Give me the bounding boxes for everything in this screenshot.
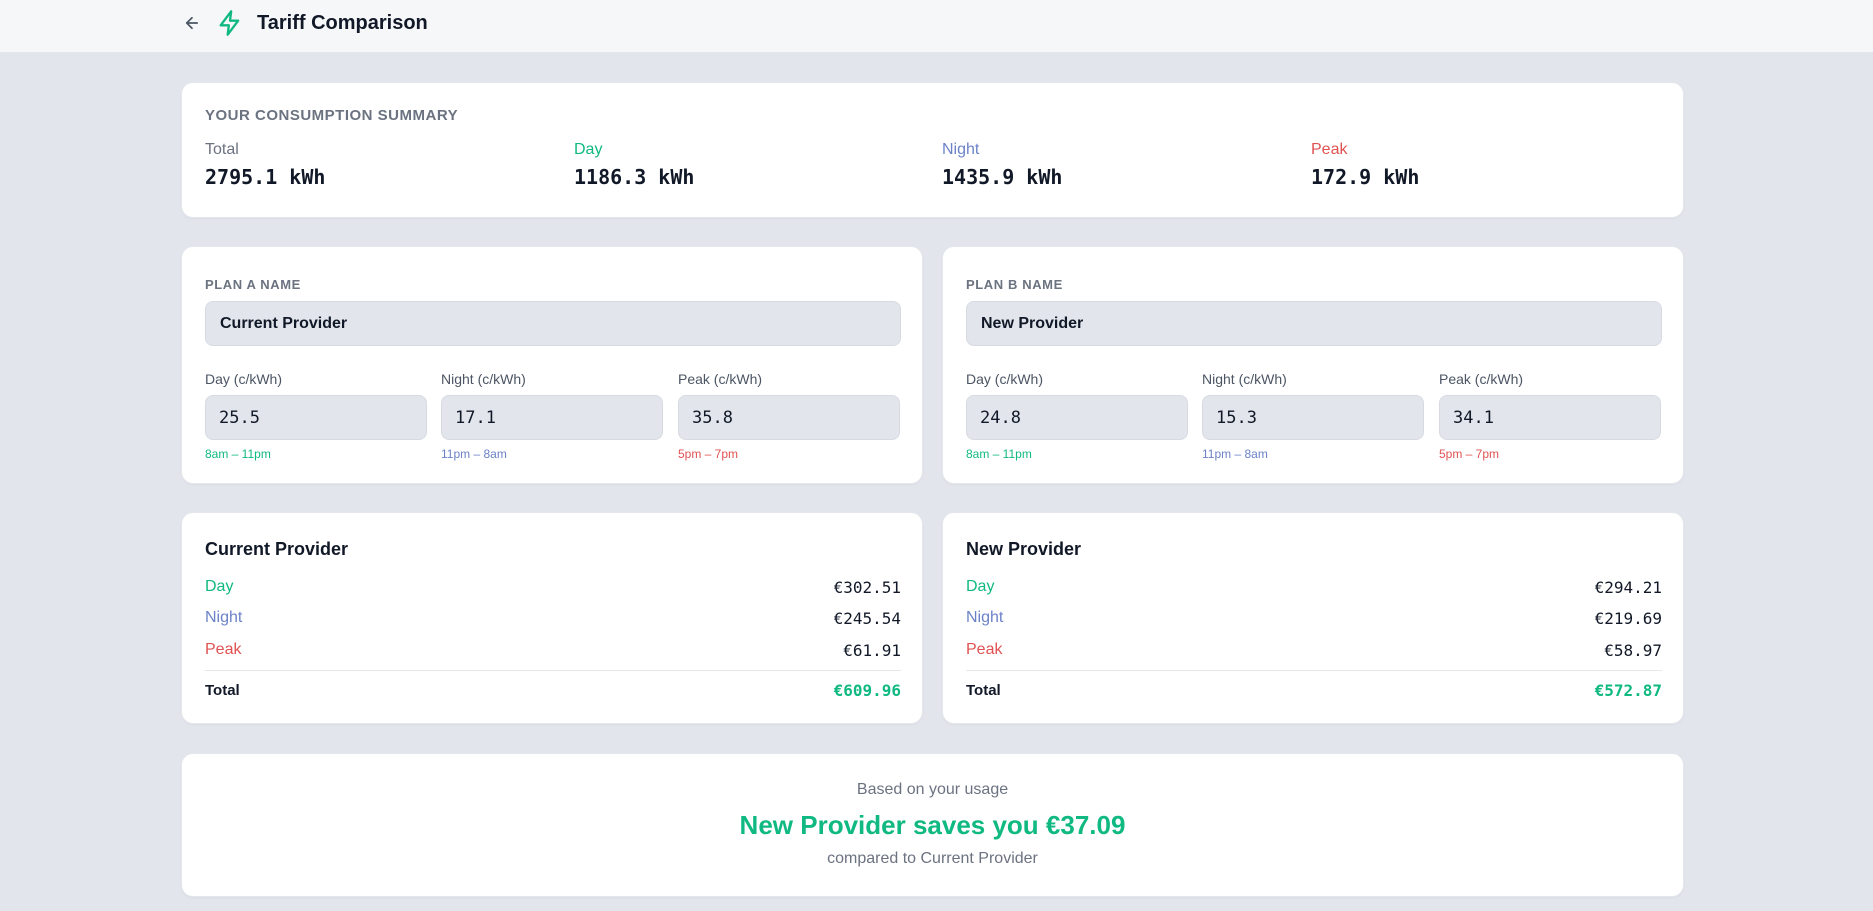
plan-a-name-input[interactable] <box>205 301 901 346</box>
cost-row-amount: €219.69 <box>1594 608 1662 628</box>
total-label: Total <box>205 681 240 699</box>
cost-row-total: Total €572.87 <box>966 678 1662 702</box>
rate-hint: 5pm – 7pm <box>678 447 739 461</box>
stat-peak: Peak 172.9 kWh <box>1311 141 1419 189</box>
plan-a-day-input[interactable] <box>205 395 427 440</box>
plan-b-day-rate: Day (c/kWh) 8am – 11pm <box>966 371 1188 461</box>
cost-row-day: Day €302.51 <box>205 575 901 599</box>
rate-hint: 5pm – 7pm <box>1439 447 1500 461</box>
rate-hint: 11pm – 8am <box>441 447 507 461</box>
cost-row-peak: Peak €58.97 <box>966 638 1662 662</box>
savings-result-card: Based on your usage New Provider saves y… <box>181 753 1684 897</box>
stat-total-value: 2795.1 kWh <box>205 165 326 189</box>
cost-row-amount: €61.91 <box>843 640 901 660</box>
cost-row-label: Day <box>966 578 995 595</box>
stat-day-value: 1186.3 kWh <box>574 165 695 189</box>
total-amount: €572.87 <box>1594 680 1662 700</box>
plan-a-peak-input[interactable] <box>678 395 900 440</box>
stat-day: Day 1186.3 kWh <box>574 141 694 189</box>
rate-label: Peak (c/kWh) <box>1439 371 1524 387</box>
cost-row-label: Peak <box>205 641 242 658</box>
rate-hint: 8am – 11pm <box>966 447 1032 461</box>
plan-b-name-label: PLAN B NAME <box>966 277 1063 292</box>
plan-b-peak-input[interactable] <box>1439 395 1661 440</box>
cost-row-label: Night <box>205 609 243 626</box>
divider <box>205 670 901 671</box>
consumption-summary-card: YOUR CONSUMPTION SUMMARY Total 2795.1 kW… <box>181 82 1684 218</box>
cost-row-day: Day €294.21 <box>966 575 1662 599</box>
lightning-bolt-icon <box>219 10 240 36</box>
plan-b-cost-card: New Provider Day €294.21 Night €219.69 P… <box>942 512 1684 724</box>
top-bar: Tariff Comparison <box>0 0 1873 53</box>
rate-label: Night (c/kWh) <box>441 371 526 387</box>
summary-title: YOUR CONSUMPTION SUMMARY <box>205 107 459 124</box>
stat-total: Total 2795.1 kWh <box>205 141 325 189</box>
cost-row-amount: €58.97 <box>1604 640 1662 660</box>
rate-label: Peak (c/kWh) <box>678 371 763 387</box>
plan-b-night-rate: Night (c/kWh) 11pm – 8am <box>1202 371 1424 461</box>
result-subtitle: Based on your usage <box>856 781 1009 798</box>
rate-hint: 11pm – 8am <box>1202 447 1268 461</box>
cost-row-peak: Peak €61.91 <box>205 638 901 662</box>
page-title: Tariff Comparison <box>257 12 428 34</box>
plan-a-cost-card: Current Provider Day €302.51 Night €245.… <box>181 512 923 724</box>
divider <box>966 670 1662 671</box>
stat-total-label: Total <box>205 141 239 158</box>
stat-peak-label: Peak <box>1311 141 1348 158</box>
cost-row-amount: €294.21 <box>1594 577 1662 597</box>
result-comparison-note: compared to Current Provider <box>827 850 1038 867</box>
plan-a-night-rate: Night (c/kWh) 11pm – 8am <box>441 371 663 461</box>
cost-row-label: Day <box>205 578 234 595</box>
plan-b-night-input[interactable] <box>1202 395 1424 440</box>
plan-b-day-input[interactable] <box>966 395 1188 440</box>
stat-day-label: Day <box>574 141 603 158</box>
cost-row-night: Night €245.54 <box>205 606 901 630</box>
total-amount: €609.96 <box>833 680 901 700</box>
cost-row-total: Total €609.96 <box>205 678 901 702</box>
savings-headline: New Provider saves you €37.09 <box>739 810 1126 840</box>
total-label: Total <box>966 681 1001 699</box>
rate-hint: 8am – 11pm <box>205 447 271 461</box>
stat-night: Night 1435.9 kWh <box>942 141 1062 189</box>
plan-a-night-input[interactable] <box>441 395 663 440</box>
cost-card-title: New Provider <box>966 539 1082 559</box>
back-button[interactable] <box>180 11 204 35</box>
plan-b-name-input[interactable] <box>966 301 1662 346</box>
stat-peak-value: 172.9 kWh <box>1311 165 1420 189</box>
plan-a-name-label: PLAN A NAME <box>205 277 301 292</box>
plan-a-day-rate: Day (c/kWh) 8am – 11pm <box>205 371 427 461</box>
cost-row-label: Peak <box>966 641 1003 658</box>
cost-row-amount: €302.51 <box>833 577 901 597</box>
stat-night-value: 1435.9 kWh <box>942 165 1063 189</box>
cost-row-amount: €245.54 <box>833 608 901 628</box>
rate-label: Day (c/kWh) <box>205 371 282 387</box>
plan-a-card: PLAN A NAME Day (c/kWh) 8am – 11pm Night… <box>181 246 923 484</box>
cost-row-label: Night <box>966 609 1004 626</box>
plan-b-card: PLAN B NAME Day (c/kWh) 8am – 11pm Night… <box>942 246 1684 484</box>
plan-b-peak-rate: Peak (c/kWh) 5pm – 7pm <box>1439 371 1661 461</box>
plan-a-peak-rate: Peak (c/kWh) 5pm – 7pm <box>678 371 900 461</box>
rate-label: Day (c/kWh) <box>966 371 1043 387</box>
cost-row-night: Night €219.69 <box>966 606 1662 630</box>
cost-card-title: Current Provider <box>205 539 349 559</box>
stat-night-label: Night <box>942 141 980 158</box>
arrow-left-icon <box>185 16 199 30</box>
rate-label: Night (c/kWh) <box>1202 371 1287 387</box>
